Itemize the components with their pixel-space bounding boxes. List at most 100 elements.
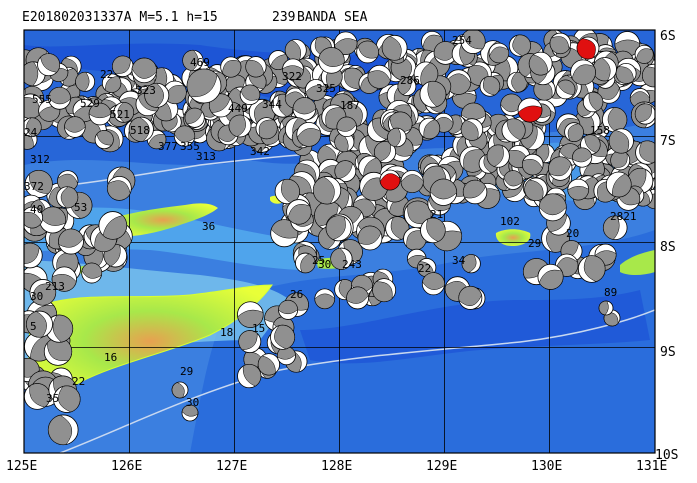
beachball-icon — [24, 206, 44, 229]
depth-label: 344 — [262, 98, 282, 111]
beachball-icon — [245, 56, 267, 78]
beachball-icon — [538, 193, 567, 222]
depth-label: 449 — [228, 102, 248, 115]
beachball-icon — [336, 116, 357, 138]
beachball-icon — [388, 111, 413, 137]
depth-label: 29 — [180, 365, 193, 378]
beachball-icon — [312, 176, 342, 205]
beachball-icon — [47, 414, 79, 446]
depth-label: 89 — [604, 286, 617, 299]
depth-label: 2821 — [610, 210, 637, 223]
beachball-icon — [533, 78, 556, 101]
beachball-icon — [257, 353, 281, 376]
beachball-icon — [418, 117, 441, 140]
beachball-icon — [292, 97, 317, 121]
beachball-icon — [598, 300, 614, 316]
beachball-icon — [460, 118, 484, 141]
beachball-icon — [549, 32, 572, 55]
beachball-icon — [445, 69, 472, 95]
beachball-icon — [634, 44, 654, 64]
beachball-icon — [373, 141, 397, 164]
beachball-icon — [577, 255, 606, 283]
beachball-icon — [88, 102, 112, 126]
beachball-icon — [255, 117, 278, 140]
beachball-icon — [334, 132, 355, 153]
depth-label: 25 — [312, 254, 325, 267]
x-tick-130e: 130E — [531, 459, 562, 474]
beachball-icon — [318, 47, 345, 74]
beachball-icon — [608, 128, 634, 154]
beachball-icon — [356, 40, 379, 64]
babar-island — [620, 250, 655, 275]
beachball-icon — [228, 114, 252, 138]
beachball-icon — [276, 346, 296, 366]
depth-label: 377 — [158, 140, 178, 153]
beachball-icon — [101, 73, 122, 93]
beachball-icon — [521, 153, 544, 176]
beachball-icon — [94, 130, 114, 150]
beachball-icon — [605, 171, 632, 198]
depth-label: 22 — [100, 68, 113, 81]
highlight-beachball-icon — [517, 97, 543, 123]
beachball-icon — [400, 169, 424, 194]
depth-label: 29 — [528, 237, 541, 250]
beachball-icon — [186, 68, 222, 104]
beachball-icon — [564, 122, 584, 142]
depth-label: 243 — [342, 258, 362, 271]
beachball-icon — [486, 144, 510, 168]
beachball-icon — [372, 278, 397, 303]
beachball-icon — [98, 211, 128, 240]
depth-label: 21 — [430, 208, 443, 221]
y-tick-10s: 10S — [655, 448, 678, 463]
y-tick-9s: 9S — [660, 345, 676, 360]
beachball-icon — [330, 247, 353, 270]
beachball-icon — [81, 262, 103, 284]
y-tick-6s: 6S — [660, 29, 676, 44]
beachball-icon — [286, 199, 312, 225]
depth-label: 20 — [566, 227, 579, 240]
beachball-icon — [488, 42, 510, 64]
beachball-icon — [284, 39, 307, 62]
beachball-icon — [57, 170, 79, 192]
beachball-icon — [420, 217, 446, 244]
depth-label: 30 — [30, 290, 43, 303]
beachball-icon — [615, 62, 637, 84]
beachball-icon — [634, 103, 655, 125]
beachball-icon — [419, 80, 447, 108]
trench-deep — [300, 290, 650, 364]
depth-label: 312 — [30, 153, 50, 166]
depth-label: 626 — [606, 18, 626, 31]
x-tick-125e: 125E — [6, 459, 37, 474]
beachball-icon — [296, 121, 322, 147]
beachball-icon — [582, 91, 604, 113]
highlight-beachball-icon — [576, 36, 600, 60]
depth-label: 18 — [220, 326, 233, 339]
beachball-icon — [75, 71, 96, 92]
beachball-icon — [181, 404, 199, 422]
beachball-icon — [39, 206, 67, 234]
beachball-icon — [111, 55, 134, 78]
beachball-icon — [56, 186, 79, 209]
beachball-icon — [182, 49, 204, 72]
beachball-icon — [346, 286, 370, 310]
beachball-icon — [592, 57, 617, 82]
beachball-icon — [555, 79, 576, 100]
beachball-icon — [357, 225, 383, 251]
beachball-icon — [458, 285, 483, 310]
overlap-depth-label: 239 — [272, 10, 295, 25]
depth-label: 254 — [452, 34, 472, 47]
x-tick-126e: 126E — [111, 459, 142, 474]
depth-label: 102 — [500, 215, 520, 228]
map-title: E201802031337A M=5.1 h=15 — [22, 10, 218, 25]
depth-label: 518 — [130, 124, 150, 137]
depth-label: 469 — [190, 56, 210, 69]
beachball-icon — [144, 82, 170, 108]
depth-label: 30 — [318, 258, 331, 271]
depth-label: 372 — [24, 180, 44, 193]
x-tick-127e: 127E — [216, 459, 247, 474]
beachball-icon — [397, 77, 417, 96]
beachball-icon — [270, 219, 299, 248]
